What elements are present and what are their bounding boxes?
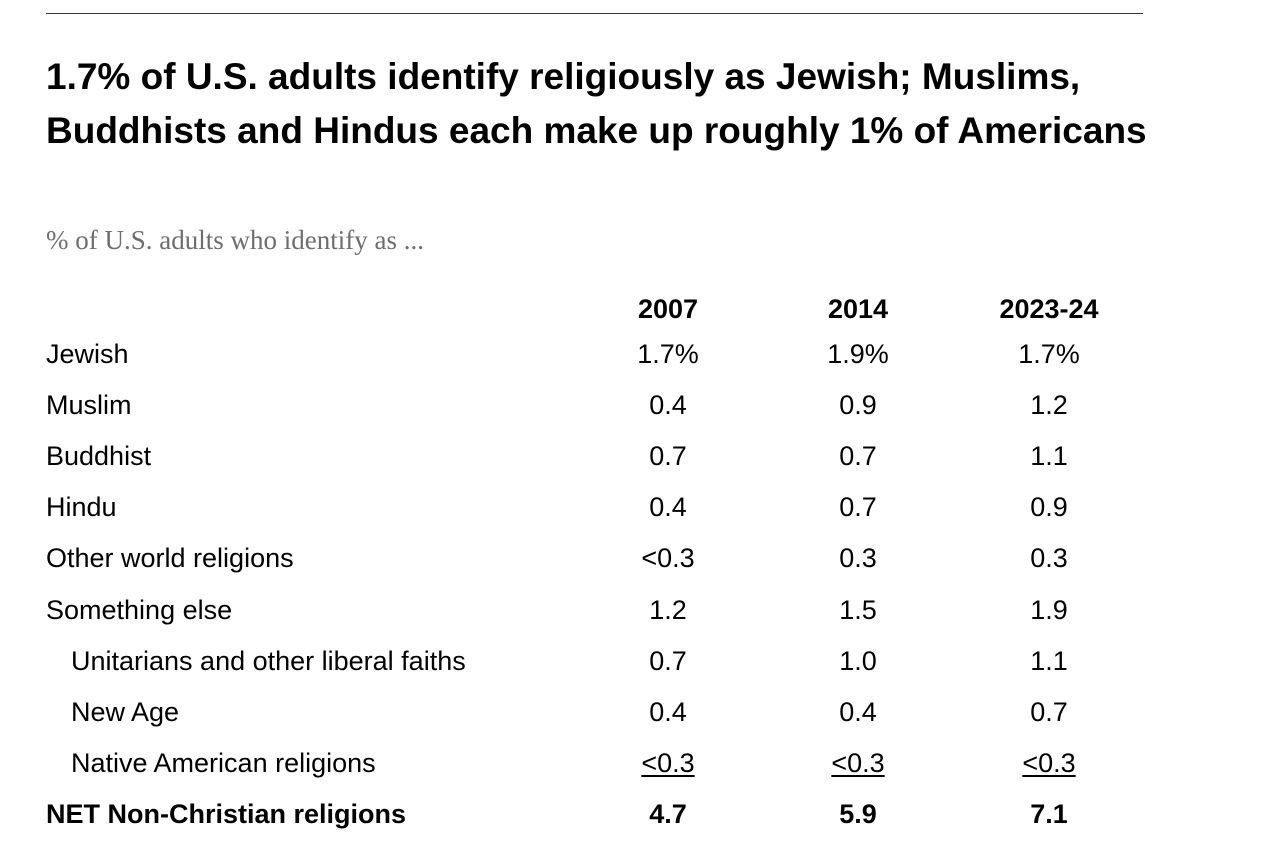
table-cell: <0.3 — [641, 747, 695, 778]
table-cell: 0.4 — [649, 390, 687, 421]
table-cell: 0.3 — [1030, 543, 1068, 574]
chart-subtitle: % of U.S. adults who identify as ... — [46, 225, 424, 255]
table-cell: 0.4 — [839, 696, 877, 727]
row-label: Hindu — [46, 492, 117, 523]
row-label: Muslim — [46, 390, 132, 421]
table-cell: 7.1 — [1030, 798, 1068, 829]
table-cell: 0.7 — [839, 441, 877, 472]
table-row: Jewish 1.7% 1.9% 1.7% — [0, 336, 1278, 376]
table-row: Hindu 0.4 0.7 0.9 — [0, 489, 1278, 529]
table-cell: 1.7% — [637, 339, 699, 369]
table-cell: 1.1 — [1030, 645, 1068, 676]
table-cell: 0.7 — [839, 492, 877, 523]
table-cell: 1.5 — [839, 594, 877, 625]
table-row: Something else 1.2 1.5 1.9 — [0, 592, 1278, 632]
table-cell: 1.9% — [827, 339, 889, 369]
row-label: Something else — [46, 594, 233, 625]
column-header-2023-24: 2023-24 — [999, 294, 1099, 324]
table-row: Muslim 0.4 0.9 1.2 — [0, 387, 1278, 427]
table-cell: 1.9 — [1030, 594, 1068, 625]
row-label: Native American religions — [71, 747, 376, 778]
table-cell: 0.4 — [649, 492, 687, 523]
column-header-2014: 2014 — [827, 294, 889, 324]
table-cell: 5.9 — [839, 798, 877, 829]
table-row: Buddhist 0.7 0.7 1.1 — [0, 438, 1278, 478]
table-cell: 0.3 — [839, 543, 877, 574]
chart-title: 1.7% of U.S. adults identify religiously… — [46, 56, 1147, 151]
row-label: New Age — [71, 696, 180, 727]
table-row: Other world religions <0.3 0.3 0.3 — [0, 540, 1278, 580]
row-label: Other world religions — [46, 543, 294, 574]
table-cell: 0.9 — [839, 390, 877, 421]
table-cell: 0.4 — [649, 696, 687, 727]
row-label: NET Non-Christian religions — [46, 798, 407, 829]
table-cell: 0.9 — [1030, 492, 1068, 523]
table-cell: 1.0 — [839, 645, 877, 676]
table-cell: <0.3 — [831, 747, 885, 778]
table-cell: 1.1 — [1030, 441, 1068, 472]
table-cell: 4.7 — [649, 798, 687, 829]
top-divider — [46, 13, 1143, 14]
table-cell: <0.3 — [1022, 747, 1076, 778]
table-cell: 0.7 — [649, 645, 687, 676]
table-cell: 1.7% — [1018, 339, 1080, 369]
table-cell: 0.7 — [1030, 696, 1068, 727]
row-label: Jewish — [46, 339, 129, 369]
column-header-2007: 2007 — [637, 294, 699, 324]
row-label: Unitarians and other liberal faiths — [71, 645, 466, 676]
table-cell: 1.2 — [649, 594, 687, 625]
table-row: NET Non-Christian religions 4.7 5.9 7.1 — [0, 796, 1278, 836]
table-cell: <0.3 — [641, 543, 695, 574]
table-row: Native American religions <0.3 <0.3 <0.3 — [0, 745, 1278, 785]
table-row: New Age 0.4 0.4 0.7 — [0, 694, 1278, 734]
table-cell: 1.2 — [1030, 390, 1068, 421]
table-cell: 0.7 — [649, 441, 687, 472]
row-label: Buddhist — [46, 441, 152, 472]
table-row: Unitarians and other liberal faiths 0.7 1.… — [0, 643, 1278, 683]
